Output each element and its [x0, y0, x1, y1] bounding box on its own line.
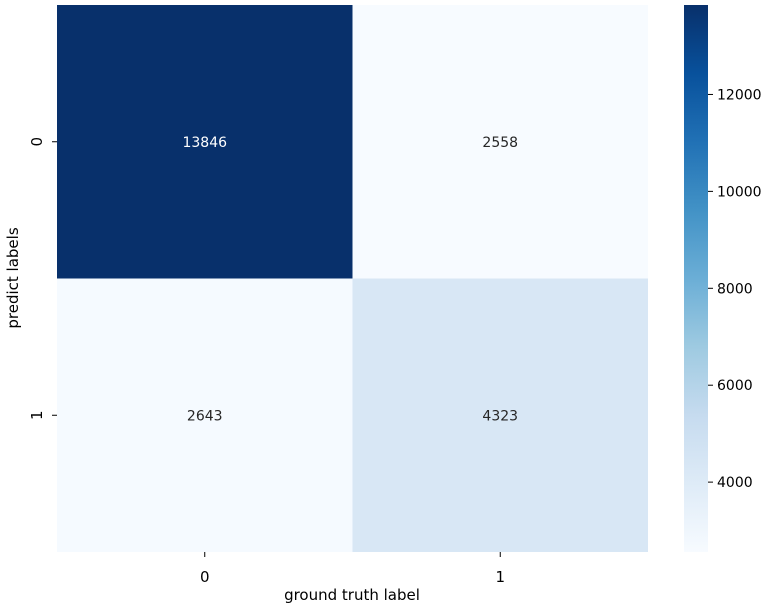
- heatmap-cell-0-1: [352, 5, 648, 279]
- heatmap-cell-1-0: [57, 278, 353, 552]
- y-tick-label: 0: [28, 137, 46, 147]
- x-tick-label: 1: [495, 568, 505, 586]
- cell-value-labels: 13846 2558 2643 4323: [182, 135, 518, 425]
- colorbar-tick-label: 10000: [717, 184, 762, 200]
- colorbar-tick-label: 6000: [717, 378, 753, 394]
- colorbar-gradient: [684, 5, 708, 552]
- x-tick-label: 0: [200, 568, 210, 586]
- cell-value-0-1: 2558: [482, 135, 518, 151]
- cell-value-0-0: 13846: [182, 135, 227, 151]
- colorbar-ticks: 4000 6000 8000 10000 12000: [708, 87, 762, 491]
- y-axis-ticks: 01: [28, 137, 57, 420]
- heatmap-cells: [57, 5, 648, 552]
- x-axis-label: ground truth label: [284, 586, 420, 604]
- heatmap-cell-0-0: [57, 5, 353, 279]
- y-tick-label: 1: [28, 410, 46, 420]
- colorbar-tick-label: 12000: [717, 87, 762, 103]
- colorbar-tick-label: 4000: [717, 475, 753, 491]
- y-axis-label: predict labels: [4, 227, 22, 328]
- colorbar: 4000 6000 8000 10000 12000: [684, 5, 762, 552]
- heatmap-cell-1-1: [352, 278, 648, 552]
- cell-value-1-1: 4323: [482, 408, 518, 424]
- colorbar-tick-label: 8000: [717, 281, 753, 297]
- cell-value-1-0: 2643: [187, 408, 223, 424]
